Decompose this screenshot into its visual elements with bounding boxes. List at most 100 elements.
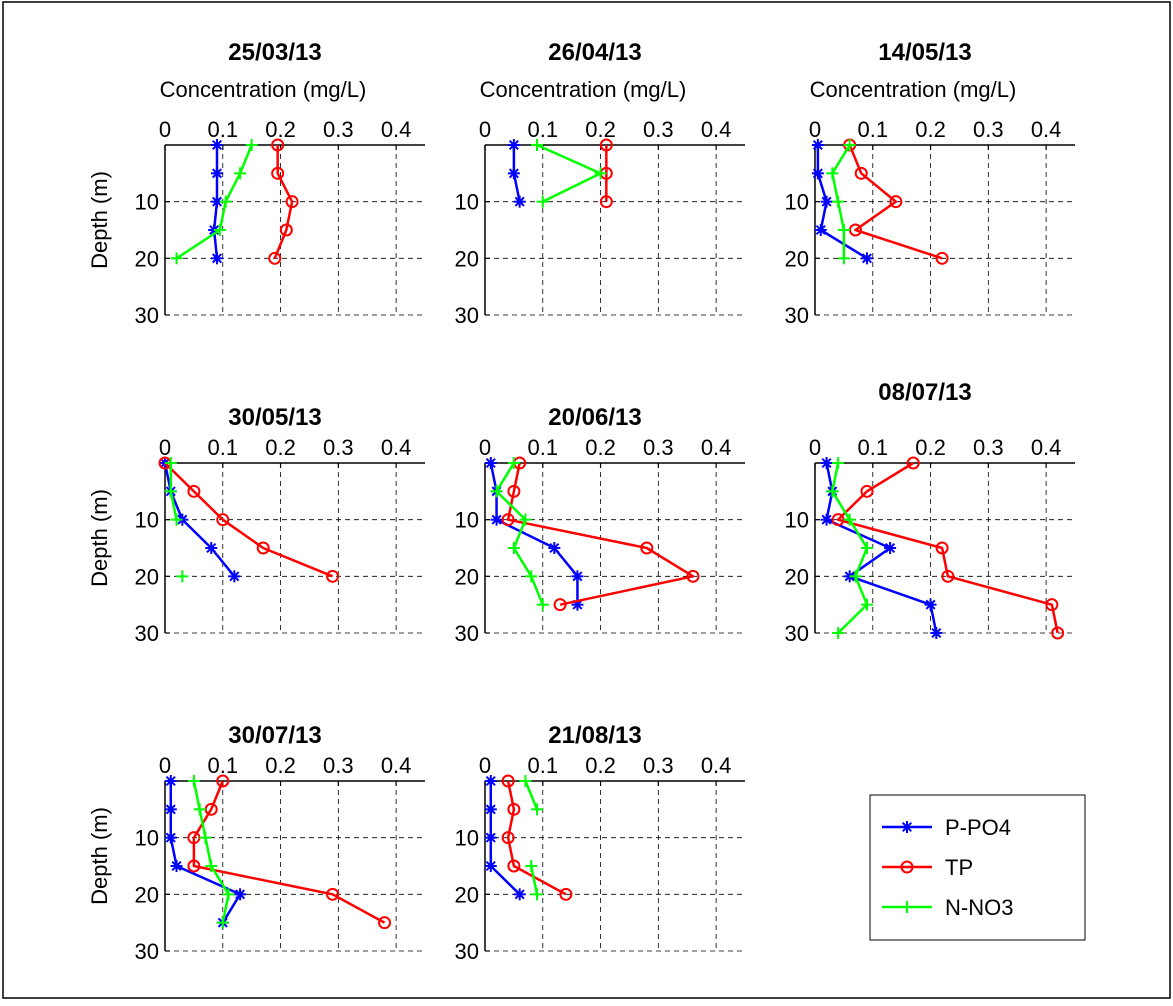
subplot-title: 30/07/13 bbox=[228, 722, 321, 749]
subplot-25-03-13: 25/03/13 Concentration (mg/L) Depth (m) 0 0.… bbox=[87, 39, 425, 328]
y-tick-label: 20 bbox=[785, 564, 809, 589]
y-tick-label: 10 bbox=[135, 826, 159, 851]
grid bbox=[165, 781, 425, 952]
series-line-tp bbox=[836, 461, 1059, 634]
data-point-n-no3 bbox=[193, 803, 206, 816]
data-point-tp bbox=[271, 138, 285, 152]
series-line-tp bbox=[506, 780, 567, 896]
y-axis-label: Depth (m) bbox=[87, 807, 112, 905]
x-tick-label: 0.3 bbox=[973, 435, 1004, 460]
data-point-tp bbox=[187, 859, 201, 873]
x-axis-label: Concentration (mg/L) bbox=[160, 77, 367, 102]
data-point-n-no3 bbox=[849, 570, 862, 583]
y-tick-label: 30 bbox=[135, 303, 159, 328]
y-tick-label: 30 bbox=[135, 621, 159, 646]
series-n-no3 bbox=[170, 139, 258, 265]
x-tick-label: 0.2 bbox=[585, 753, 616, 778]
data-point-p-po4 bbox=[170, 860, 183, 872]
x-tick-label: 0.1 bbox=[207, 117, 238, 142]
data-point-p-po4 bbox=[820, 513, 833, 526]
legend-label-tp: TP bbox=[945, 855, 973, 880]
x-tick-label: 0.3 bbox=[973, 117, 1004, 142]
series-p-po4 bbox=[484, 775, 526, 901]
data-point-n-no3 bbox=[164, 457, 177, 469]
series-tp bbox=[831, 456, 1065, 640]
x-tick-label: 0.4 bbox=[701, 117, 732, 142]
data-point-p-po4 bbox=[205, 542, 218, 554]
series-p-po4 bbox=[507, 139, 526, 208]
data-point-n-no3 bbox=[170, 252, 183, 265]
data-point-p-po4 bbox=[507, 139, 520, 151]
y-tick-label: 30 bbox=[455, 939, 479, 964]
data-point-p-po4 bbox=[484, 831, 497, 844]
legend-marker-symbol bbox=[901, 821, 913, 833]
series-p-po4 bbox=[811, 139, 873, 265]
y-tick-label: 10 bbox=[135, 190, 159, 215]
series-line-tp bbox=[848, 144, 943, 260]
data-point-tp bbox=[935, 541, 949, 555]
y-tick-label: 20 bbox=[135, 564, 159, 589]
y-tick-label: 20 bbox=[455, 246, 479, 271]
data-point-n-no3 bbox=[525, 570, 538, 583]
x-tick-label: 0.1 bbox=[207, 753, 238, 778]
data-point-n-no3 bbox=[536, 598, 549, 611]
data-point-p-po4 bbox=[924, 598, 937, 611]
x-tick-label: 0.3 bbox=[643, 435, 674, 460]
data-point-p-po4 bbox=[211, 167, 223, 180]
data-point-tp bbox=[501, 774, 515, 788]
data-point-tp bbox=[268, 251, 282, 265]
x-tick-label: 0.2 bbox=[265, 435, 296, 460]
subplot-title: 08/07/13 bbox=[878, 379, 971, 406]
data-point-n-no3 bbox=[245, 139, 258, 151]
x-tick-label: 0.2 bbox=[585, 117, 616, 142]
data-point-tp bbox=[640, 541, 654, 555]
data-point-p-po4 bbox=[490, 513, 503, 526]
series-n-no3 bbox=[826, 139, 856, 265]
data-point-n-no3 bbox=[519, 513, 532, 526]
data-point-tp bbox=[941, 569, 955, 583]
x-tick-label: 0.3 bbox=[323, 117, 354, 142]
data-point-n-no3 bbox=[826, 167, 839, 180]
data-point-p-po4 bbox=[164, 803, 177, 816]
data-point-n-no3 bbox=[216, 916, 229, 929]
data-point-n-no3 bbox=[213, 224, 226, 236]
data-point-tp bbox=[686, 569, 700, 583]
legend: P-PO4 TP N-NO3 bbox=[869, 794, 1086, 941]
y-axis-label: Depth (m) bbox=[87, 489, 112, 587]
data-point-p-po4 bbox=[814, 224, 827, 236]
data-point-tp bbox=[559, 887, 573, 901]
series-n-no3 bbox=[164, 457, 189, 583]
x-tick-label: 0.1 bbox=[527, 435, 558, 460]
data-point-n-no3 bbox=[205, 860, 218, 872]
subplot-title: 20/06/13 bbox=[548, 404, 641, 431]
data-point-tp bbox=[860, 484, 874, 498]
series-tp bbox=[501, 774, 573, 901]
y-tick-label: 20 bbox=[455, 882, 479, 907]
x-tick-label: 0.1 bbox=[857, 435, 888, 460]
y-tick-label: 20 bbox=[455, 564, 479, 589]
subplot-14-05-13: 14/05/13 Concentration (mg/L) 0 0.1 0.2 0.3 0.… bbox=[785, 39, 1075, 328]
y-tick-label: 10 bbox=[455, 508, 479, 533]
data-point-tp bbox=[326, 887, 340, 901]
data-point-n-no3 bbox=[594, 167, 607, 180]
data-point-p-po4 bbox=[513, 888, 526, 901]
x-tick-label: 0.3 bbox=[643, 753, 674, 778]
data-point-tp bbox=[279, 223, 293, 237]
data-point-p-po4 bbox=[861, 252, 873, 265]
y-tick-label: 30 bbox=[455, 303, 479, 328]
x-tick-label: 0.4 bbox=[1031, 435, 1062, 460]
legend-item-p-po4: P-PO4 bbox=[882, 815, 1011, 840]
x-tick-label: 0 bbox=[809, 117, 821, 142]
data-point-tp bbox=[553, 598, 567, 612]
grid bbox=[485, 463, 745, 634]
subplot-title: 14/05/13 bbox=[878, 39, 971, 66]
y-tick-label: 10 bbox=[785, 190, 809, 215]
data-point-tp bbox=[848, 223, 862, 237]
data-point-p-po4 bbox=[228, 570, 241, 583]
x-tick-label: 0.2 bbox=[915, 117, 946, 142]
data-point-n-no3 bbox=[199, 831, 212, 844]
x-tick-label: 0.1 bbox=[857, 117, 888, 142]
data-point-p-po4 bbox=[811, 139, 824, 151]
data-point-n-no3 bbox=[164, 485, 177, 498]
data-point-p-po4 bbox=[930, 627, 943, 639]
